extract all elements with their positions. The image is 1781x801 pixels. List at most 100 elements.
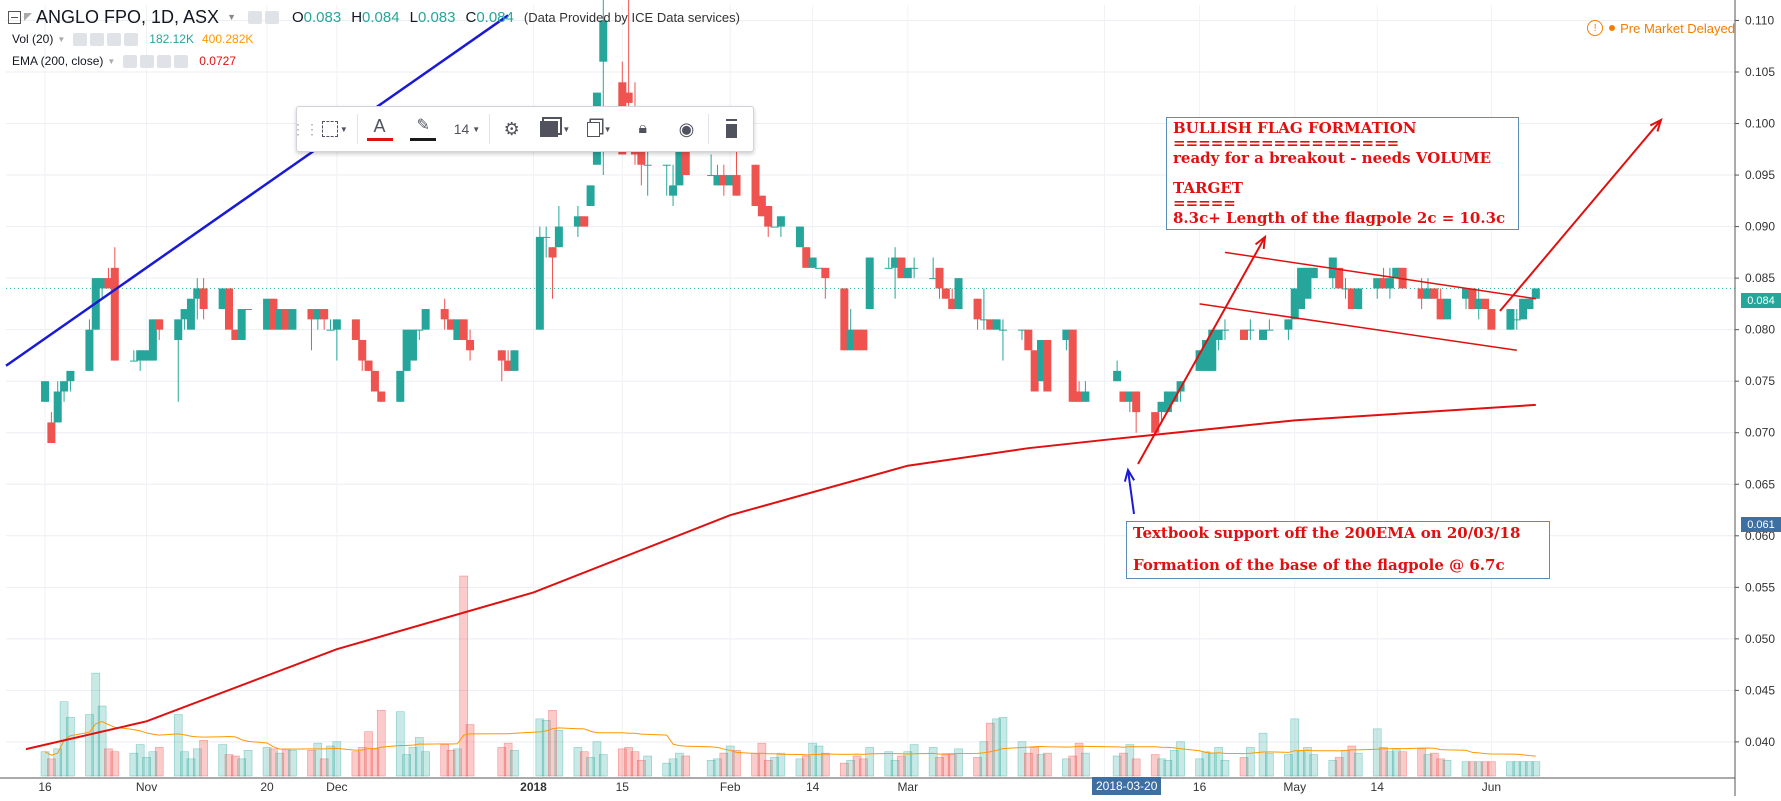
flag-icon[interactable] [24, 13, 32, 21]
volume-bar [1017, 741, 1027, 777]
volume-bar [1436, 758, 1445, 777]
volume-bar [865, 747, 875, 777]
candle-body [1220, 329, 1229, 331]
close-icon[interactable] [174, 54, 189, 68]
note-line: ===== [1173, 194, 1236, 212]
volume-label[interactable]: Vol (20) [12, 32, 54, 46]
collapse-icon[interactable] [8, 10, 21, 24]
volume-bar [630, 751, 640, 777]
gear-icon[interactable] [90, 32, 105, 46]
candle-body [897, 257, 906, 279]
volume-bar [1246, 747, 1255, 777]
drawing-toolbar[interactable]: ⋮⋮ ▼ A ✎ 14 ▼ ⚙ ▼ ▼ 🔒︎ ◉ [291, 106, 754, 152]
volume-bar [821, 752, 830, 777]
volume-bar [1150, 754, 1160, 777]
eye-icon[interactable] [123, 54, 138, 68]
volume-bar [1036, 754, 1046, 777]
candle-body [231, 329, 240, 340]
volume-bar [1525, 761, 1534, 777]
candle-body [802, 247, 811, 268]
candle-body [193, 288, 202, 299]
volume-bar [1430, 752, 1439, 777]
y-tick-label: 0.085 [1745, 271, 1775, 285]
lock-icon[interactable]: 🔒︎ [638, 120, 648, 137]
close-label: C [465, 8, 477, 26]
support-arrow-head [1123, 467, 1135, 482]
candle-body [1157, 401, 1166, 413]
low-value: 0.083 [417, 8, 456, 26]
volume-bar [269, 748, 278, 777]
gear-icon[interactable] [140, 54, 155, 68]
volume-bar [1125, 744, 1135, 777]
volume-bar [954, 748, 963, 777]
candle-body [408, 329, 417, 361]
volume-bar [1062, 758, 1071, 777]
candle-body [1119, 391, 1128, 402]
pre-market-status[interactable]: ! Pre Market Delayed [1587, 20, 1735, 36]
candle-body [1373, 278, 1382, 289]
volume-bar [104, 748, 113, 777]
symbol-title[interactable]: ANGLO FPO, 1D, ASX [36, 6, 220, 27]
drag-handle-icon[interactable]: ⋮⋮ [291, 120, 319, 137]
x-tick-label: May [1283, 780, 1306, 794]
y-tick-label: 0.110 [1745, 13, 1774, 27]
candle-body [1474, 298, 1483, 310]
settings-icon[interactable]: ⚙ [503, 118, 520, 139]
support-arrow [1127, 469, 1135, 515]
candle-body [1506, 309, 1515, 330]
note-line [1133, 541, 1543, 557]
candle-body [1068, 329, 1077, 402]
candle-body [929, 278, 938, 280]
x-tick-label: 15 [616, 780, 630, 794]
text-color-icon[interactable]: A [358, 107, 402, 151]
volume-bar [129, 752, 139, 777]
chart-legend: ANGLO FPO, 1D, ASX ▼ O 0.083 H 0.084 L 0.08… [8, 6, 740, 72]
flag-upper-line [1224, 251, 1536, 300]
volume-bar [332, 741, 342, 777]
candle-body [624, 92, 633, 103]
clone-icon[interactable]: ▼ [577, 107, 621, 151]
volume-bar [231, 755, 240, 777]
candle-body [326, 329, 335, 331]
eye-icon[interactable] [73, 32, 88, 46]
close-icon[interactable] [124, 32, 139, 46]
volume-bar [1296, 751, 1306, 777]
line-color-icon[interactable]: ✎ [401, 107, 445, 151]
chevron-down-icon[interactable]: ▼ [107, 56, 116, 66]
chevron-down-icon[interactable]: ▼ [57, 34, 66, 44]
eye-icon[interactable] [247, 10, 262, 24]
font-size-select[interactable]: 14 ▼ [453, 121, 481, 137]
plus-icon[interactable] [157, 54, 172, 68]
plus-icon[interactable] [107, 32, 122, 46]
trash-icon[interactable] [709, 107, 753, 151]
volume-bar [992, 718, 1001, 777]
support-note[interactable]: Textbook support off the 200EMA on 20/03… [1126, 521, 1550, 579]
select-area-icon[interactable]: ▼ [313, 107, 357, 151]
candle-body [1481, 298, 1490, 310]
candle-body [510, 350, 519, 371]
volume-bar [1442, 759, 1452, 777]
candle-body [1075, 391, 1084, 402]
note-line: ready for a breakout - needs VOLUME [1173, 149, 1492, 167]
chevron-down-icon[interactable]: ▼ [227, 12, 236, 22]
volume-bar [725, 745, 735, 777]
volume-bar [1131, 758, 1141, 777]
layers-icon[interactable]: ▼ [534, 107, 578, 151]
candle-body [637, 144, 646, 165]
visibility-icon[interactable]: ◉ [678, 118, 695, 139]
candle-body [1430, 288, 1439, 299]
gear-icon[interactable] [264, 10, 279, 24]
candle-body [1259, 329, 1268, 340]
volume-bar [1284, 754, 1293, 777]
candle-body [1132, 391, 1141, 413]
volume-bar [846, 759, 855, 777]
volume-bar [142, 757, 151, 777]
candle-body [719, 175, 728, 186]
candle-body [41, 381, 50, 402]
volume-bar [376, 709, 386, 777]
high-label: H [351, 8, 363, 26]
flag-formation-note[interactable]: BULLISH FLAG FORMATION =================… [1166, 117, 1519, 230]
ema-label[interactable]: EMA (200, close) [12, 54, 104, 68]
